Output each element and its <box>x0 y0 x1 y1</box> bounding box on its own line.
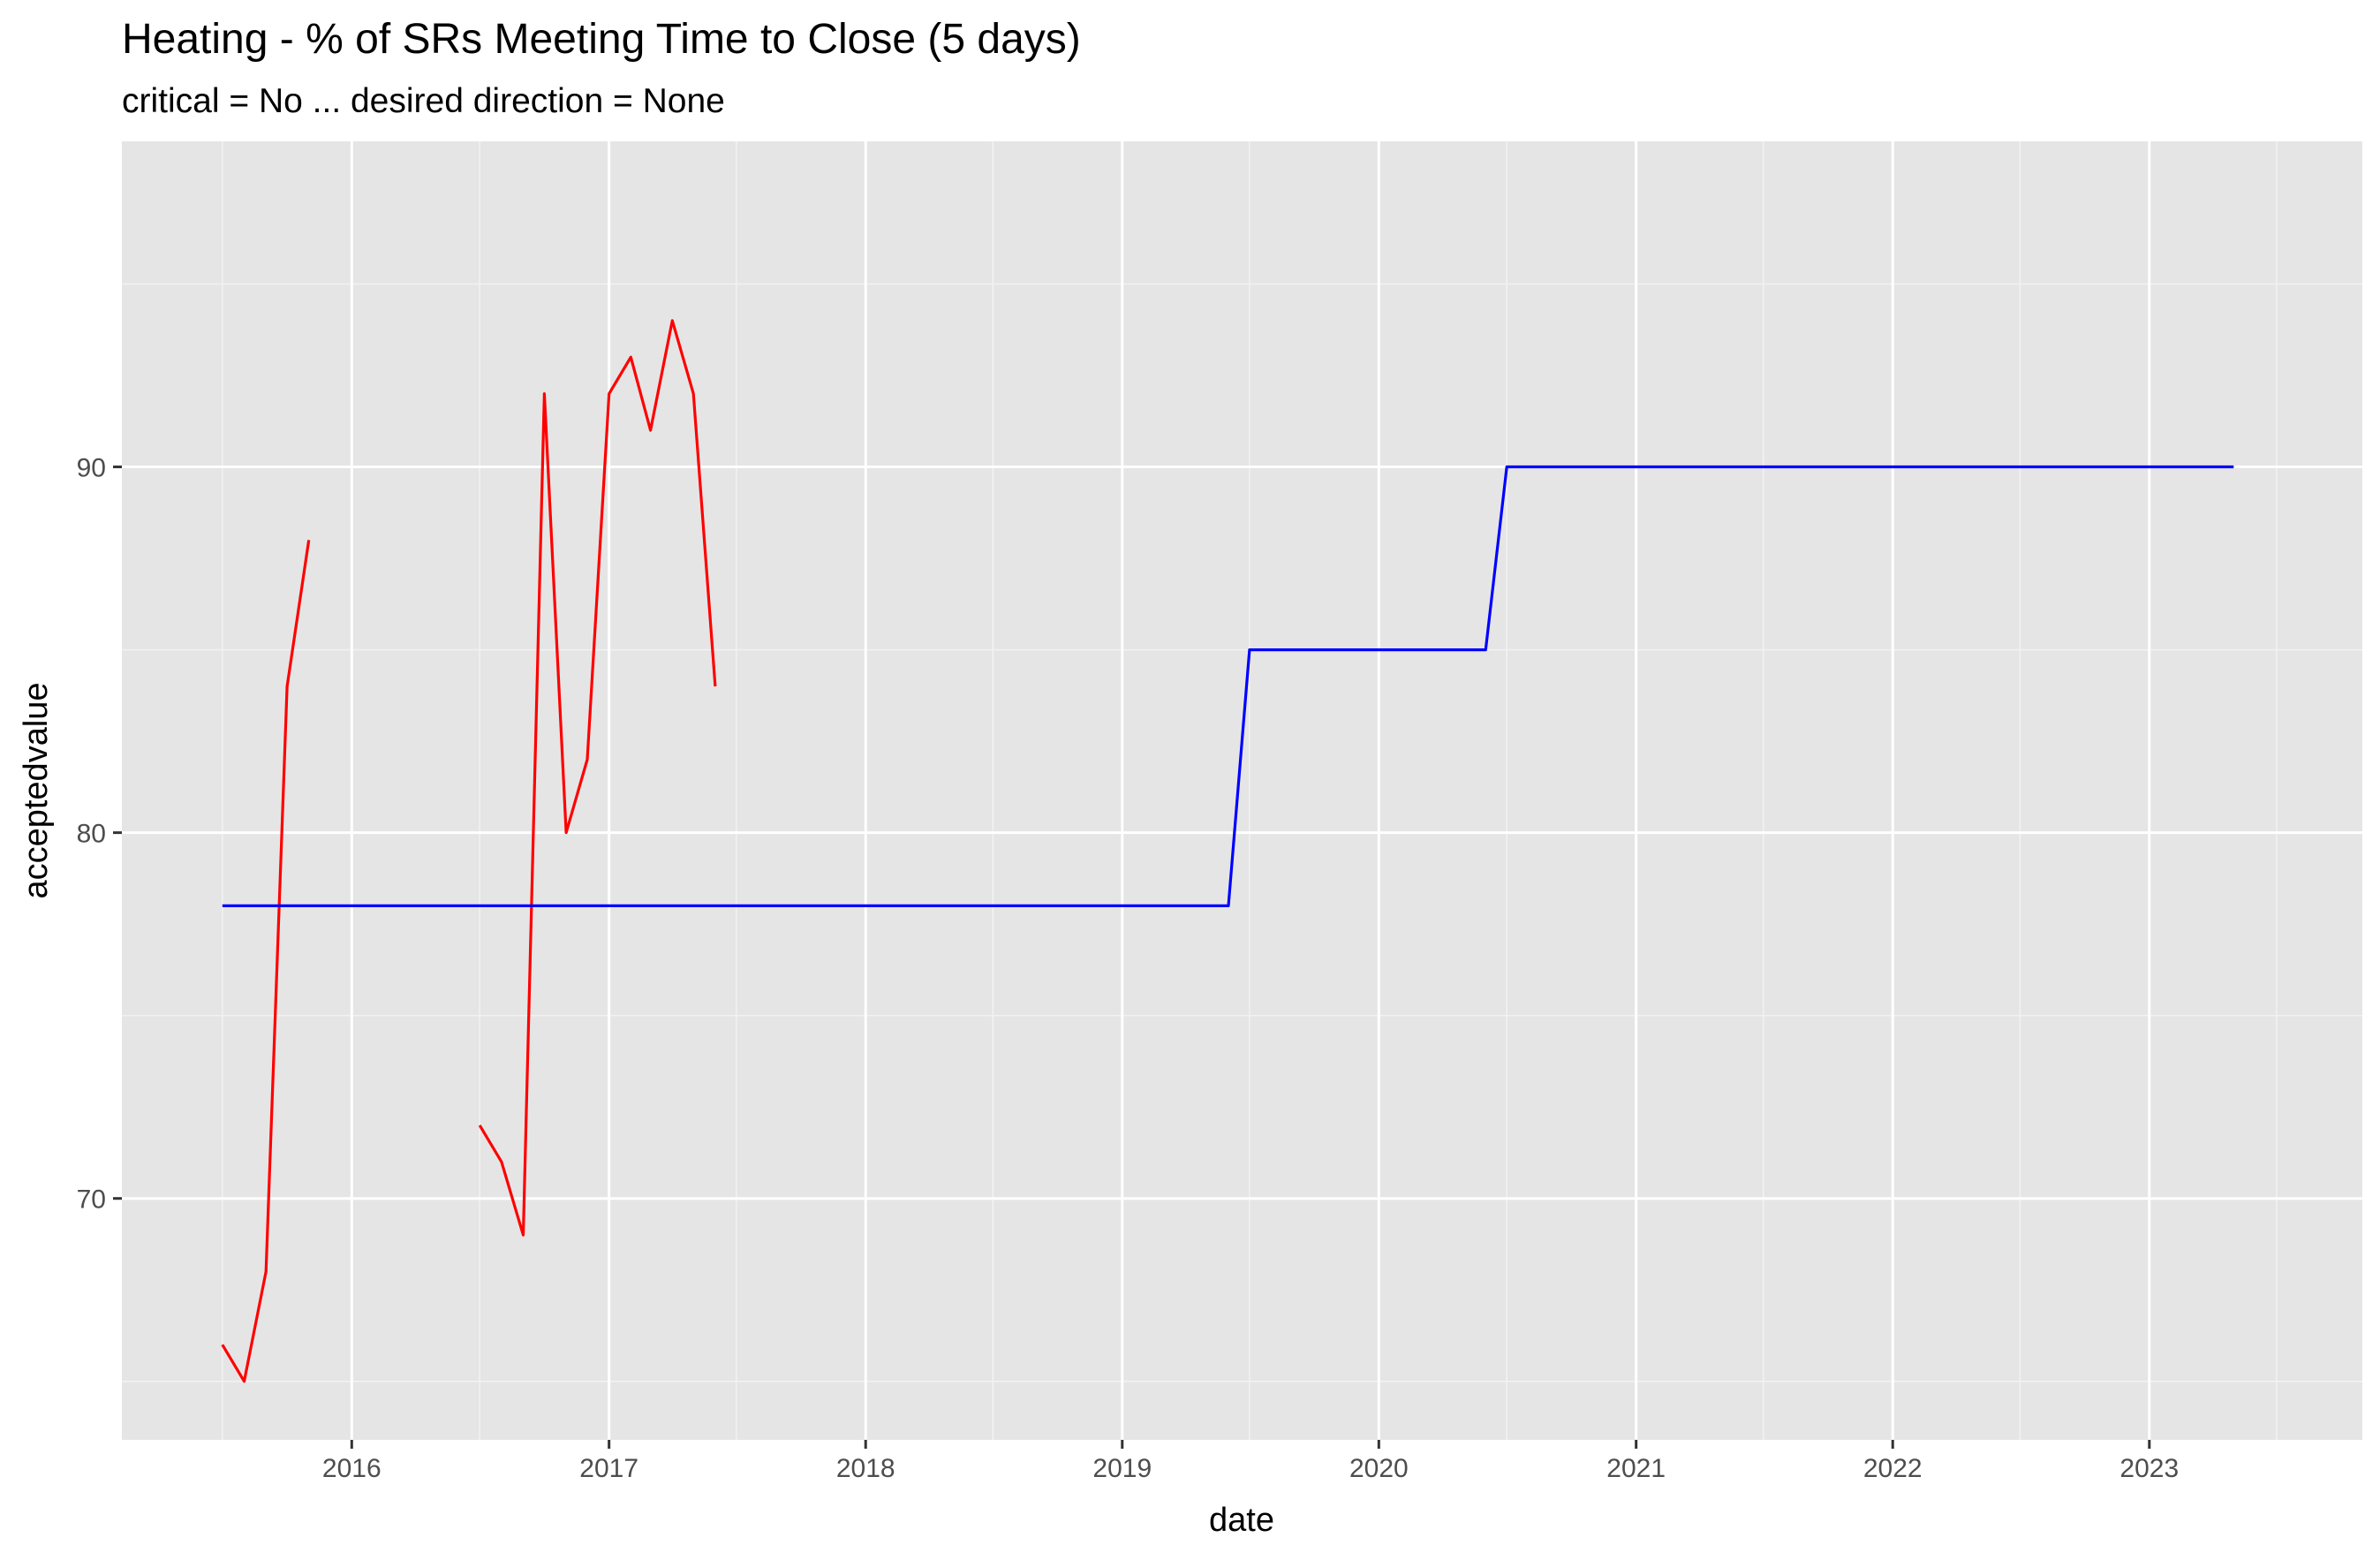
x-tick-label: 2019 <box>1092 1454 1152 1483</box>
major-grid <box>122 141 2362 1440</box>
x-axis-title: date <box>1209 1502 1274 1539</box>
x-tick-label: 2018 <box>836 1454 895 1483</box>
x-tick-label: 2020 <box>1349 1454 1409 1483</box>
plot-panel <box>122 141 2362 1440</box>
x-tick-label: 2023 <box>2119 1454 2179 1483</box>
chart-subtitle: critical = No ... desired direction = No… <box>122 82 725 120</box>
x-tick-label: 2017 <box>579 1454 638 1483</box>
y-tick-label: 70 <box>77 1185 106 1215</box>
y-axis-title: acceptedvalue <box>18 682 55 898</box>
series-line-1 <box>221 540 311 1383</box>
minor-grid <box>122 141 2362 1440</box>
x-tick-label: 2016 <box>322 1454 382 1483</box>
series-layer <box>221 319 2234 1383</box>
y-axis: 70 80 90 <box>77 454 122 1215</box>
series-line-1 <box>478 319 717 1237</box>
y-tick-label: 80 <box>77 820 106 849</box>
chart-title: Heating - % of SRs Meeting Time to Close… <box>122 16 1081 63</box>
x-axis: 2016 2017 2018 2019 2020 2021 2022 2023 <box>322 1440 2179 1483</box>
x-tick-label: 2021 <box>1606 1454 1666 1483</box>
y-tick-label: 90 <box>77 454 106 483</box>
x-tick-label: 2022 <box>1863 1454 1923 1483</box>
series-line-2 <box>222 465 2234 908</box>
